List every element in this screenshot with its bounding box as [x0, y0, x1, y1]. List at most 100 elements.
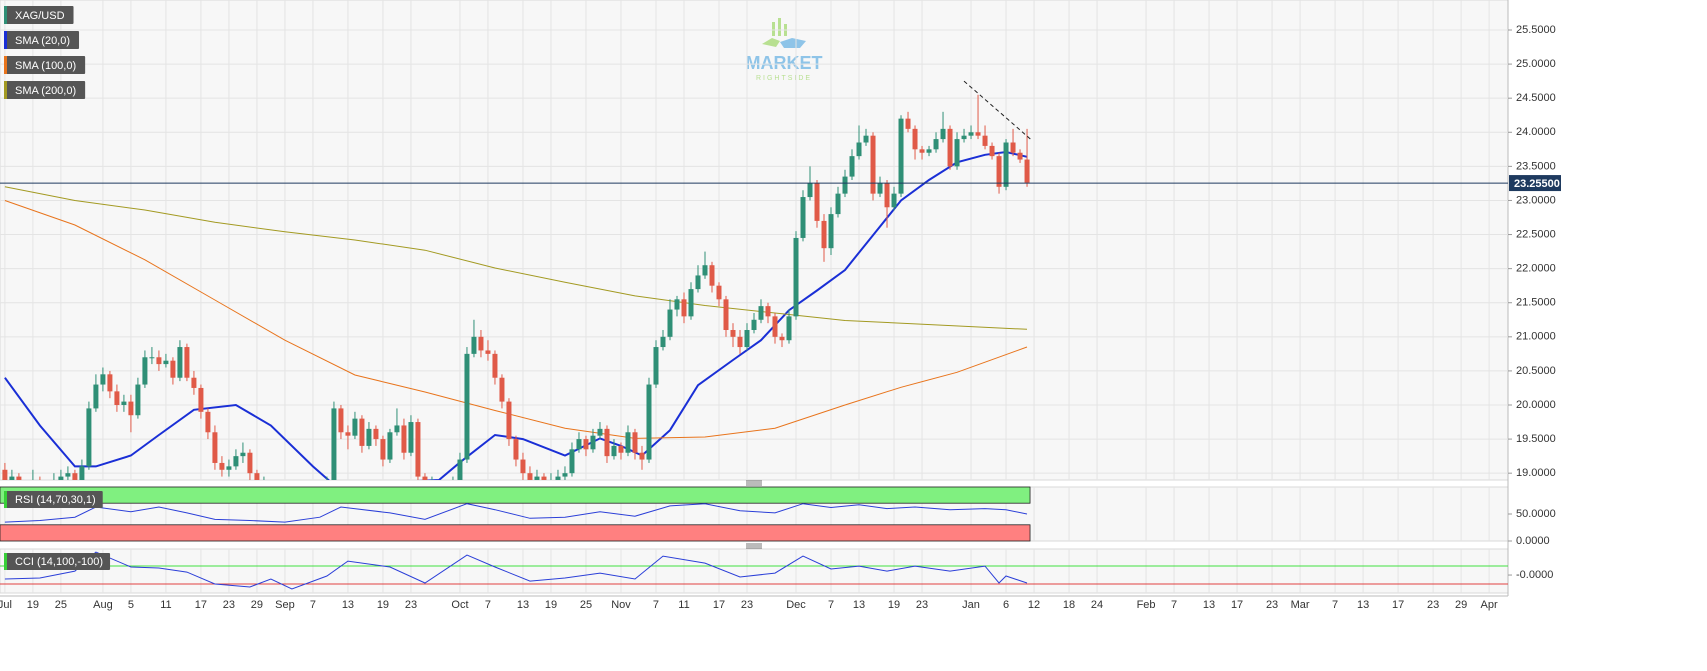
x-tick-label: 13: [1357, 599, 1369, 611]
x-tick-label: 6: [1003, 599, 1009, 611]
candle-body: [100, 374, 106, 385]
candle-body: [569, 449, 575, 474]
candle-body: [205, 411, 211, 433]
indicator-plots: [0, 486, 1508, 590]
candle-body: [667, 309, 673, 337]
candle-body: [905, 118, 911, 129]
candle-body: [912, 128, 918, 150]
candle-body: [149, 357, 155, 359]
x-tick-label: 17: [1231, 599, 1243, 611]
x-tick-label: 7: [485, 599, 491, 611]
candle-body: [947, 128, 953, 167]
candle-body: [863, 135, 869, 143]
candle-body: [730, 330, 736, 337]
y-tick-label: 25.5000: [1516, 24, 1556, 36]
candle-body: [478, 336, 484, 351]
legend-item[interactable]: SMA (100,0): [4, 56, 86, 74]
candle-body: [898, 118, 904, 194]
legend-item[interactable]: RSI (14,70,30,1): [4, 491, 103, 508]
logo-title: MARKET: [746, 53, 823, 73]
candle-body: [548, 480, 553, 483]
candle-body: [247, 452, 253, 474]
legend-item[interactable]: SMA (20,0): [4, 31, 80, 49]
legend-swatch: [4, 81, 7, 99]
pane-resize-handle[interactable]: [746, 543, 762, 549]
candle-body: [737, 336, 743, 348]
x-tick-label: 23: [223, 599, 235, 611]
last-price-box: [1509, 175, 1561, 192]
candle-body: [30, 480, 35, 487]
candle-body: [555, 476, 561, 480]
candle-body: [226, 466, 232, 470]
candle-body: [177, 347, 183, 378]
candle-body: [331, 408, 337, 480]
candle-body: [44, 483, 49, 486]
x-tick-label: 17: [713, 599, 725, 611]
legend-swatch: [4, 6, 7, 24]
legend-label: SMA (20,0): [15, 35, 70, 47]
legend-swatch: [4, 56, 7, 74]
x-tick-label: 11: [678, 599, 689, 611]
indicator-line: [4, 503, 1028, 523]
candle-body: [233, 456, 239, 467]
x-tick-label: Jul: [0, 599, 12, 611]
x-tick-label: 23: [916, 599, 928, 611]
y-tick-label: 0.0000: [1516, 535, 1550, 547]
x-tick-label: 18: [1063, 599, 1075, 611]
legend-item[interactable]: XAG/USD: [4, 6, 74, 24]
legend-item[interactable]: CCI (14,100,-100): [4, 553, 111, 570]
candle-body: [751, 319, 757, 330]
y-tick-label: 50.0000: [1516, 508, 1556, 520]
legend-item[interactable]: SMA (200,0): [4, 81, 86, 99]
candle-body: [163, 360, 169, 365]
candle-body: [842, 176, 848, 194]
candle-body: [989, 145, 995, 157]
candle-body: [590, 435, 596, 450]
y-tick-label: 25.0000: [1516, 58, 1556, 70]
candle-body: [975, 132, 981, 136]
last-price-label: 23.25500: [1514, 178, 1560, 190]
candle-body: [695, 275, 701, 290]
candle-body: [828, 214, 834, 249]
candle-body: [870, 135, 876, 194]
candle-body: [93, 384, 99, 409]
candle-body: [674, 299, 680, 310]
legend-swatch: [4, 31, 7, 49]
x-tick-label: 29: [1455, 599, 1467, 611]
cci-pane: [0, 548, 1509, 594]
candle-body: [107, 374, 113, 392]
sma-line: [4, 186, 1028, 330]
candle-body: [520, 459, 526, 474]
pane-resize-handle[interactable]: [746, 480, 762, 486]
candle-body: [688, 289, 694, 317]
candle-body: [562, 473, 568, 477]
y-tick-label: 19.0000: [1516, 467, 1556, 479]
indicator-band: [0, 524, 1031, 542]
candle-body: [919, 149, 925, 153]
x-tick-label: Nov: [611, 599, 631, 611]
x-tick-label: 17: [195, 599, 207, 611]
x-tick-label: 29: [251, 599, 263, 611]
candle-body: [471, 336, 477, 354]
candle-body: [618, 445, 624, 453]
x-tick-label: 23: [741, 599, 753, 611]
x-tick-label: Oct: [451, 599, 468, 611]
candle-body: [968, 132, 974, 136]
candle-body: [982, 135, 988, 146]
candle-body: [884, 183, 890, 208]
x-tick-label: 19: [27, 599, 39, 611]
candle-body: [324, 483, 329, 486]
candle-body: [79, 466, 85, 480]
main-plot: [2, 80, 1031, 487]
candle-body: [849, 156, 855, 177]
x-tick-label: Mar: [1291, 599, 1310, 611]
legend-box: [4, 31, 80, 49]
y-tick-label: 20.5000: [1516, 365, 1556, 377]
y-tick-label: 21.5000: [1516, 297, 1556, 309]
candle-body: [835, 193, 841, 215]
x-tick-label: Dec: [786, 599, 806, 611]
x-tick-label: 23: [1427, 599, 1439, 611]
candle-body: [128, 401, 134, 416]
x-tick-label: 7: [310, 599, 316, 611]
